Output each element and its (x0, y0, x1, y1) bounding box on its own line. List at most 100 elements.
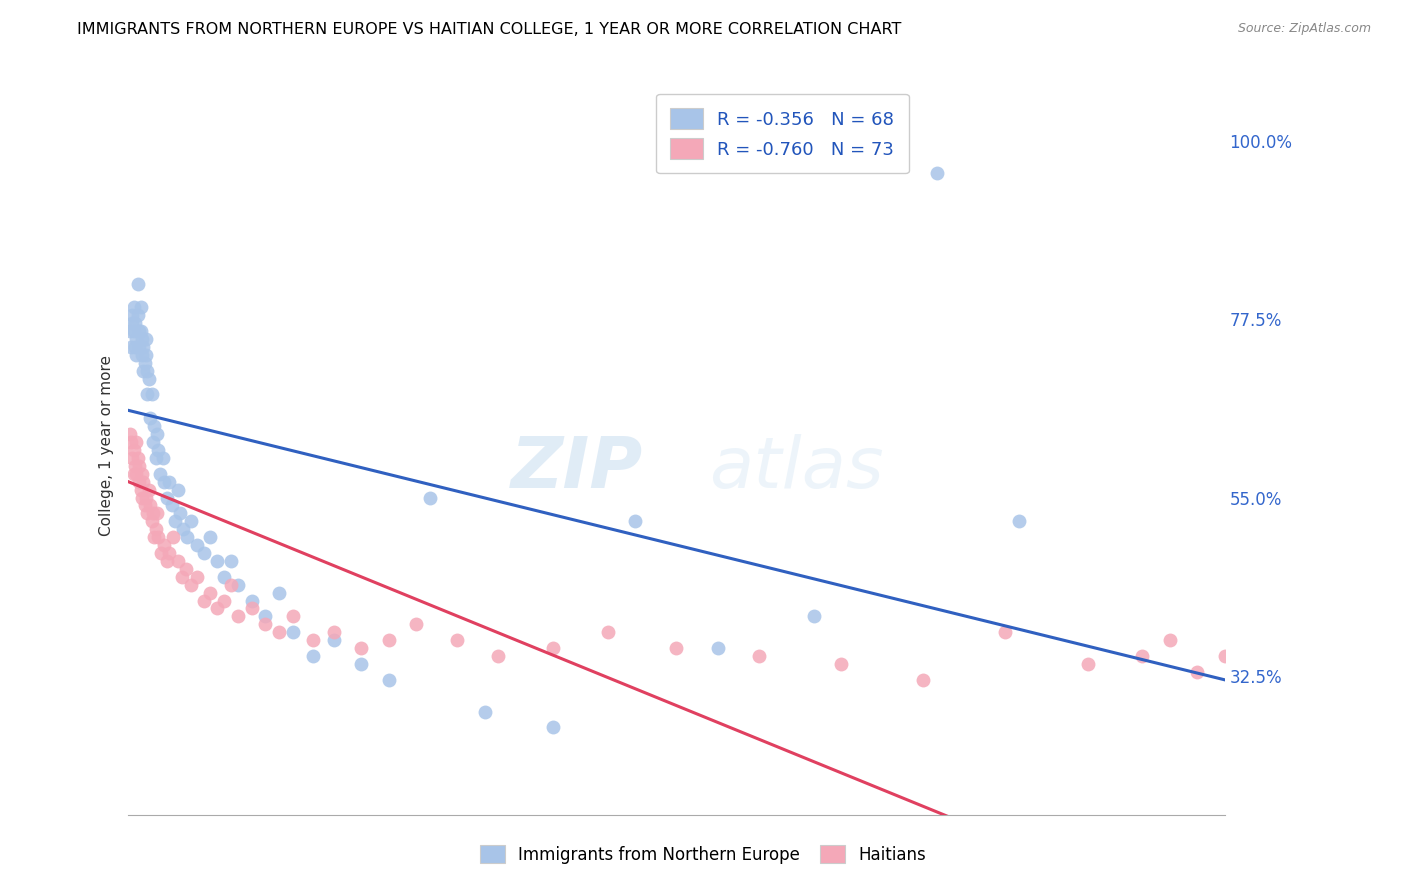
Point (160, 499, 183, 513)
Point (128, 475, 150, 489)
Y-axis label: College, 1 year or more: College, 1 year or more (100, 356, 114, 536)
Point (135, 348, 157, 362)
Point (135, 491, 157, 505)
Point (129, 324, 152, 338)
Point (706, 641, 728, 656)
Point (125, 467, 148, 481)
Point (1213, 648, 1236, 663)
Point (136, 507, 159, 521)
Point (596, 625, 619, 640)
Point (302, 633, 325, 648)
Point (186, 570, 208, 584)
Point (1378, 831, 1400, 846)
Point (156, 491, 179, 505)
Point (157, 475, 180, 489)
Point (136, 387, 159, 401)
Point (122, 301, 145, 315)
Point (121, 316, 143, 330)
Point (127, 308, 149, 322)
Point (624, 514, 647, 528)
Point (148, 442, 170, 457)
Point (148, 530, 170, 544)
Point (121, 308, 143, 322)
Point (193, 593, 215, 607)
Point (121, 450, 143, 465)
Point (1309, 768, 1331, 782)
Point (377, 633, 399, 648)
Point (748, 648, 770, 663)
Point (134, 356, 156, 370)
Point (128, 458, 150, 473)
Point (131, 348, 153, 362)
Point (172, 522, 194, 536)
Point (157, 546, 180, 560)
Point (212, 570, 235, 584)
Point (405, 617, 427, 632)
Point (1323, 807, 1346, 822)
Point (132, 340, 155, 354)
Point (207, 554, 229, 568)
Point (150, 546, 173, 560)
Point (143, 419, 166, 434)
Point (129, 301, 152, 315)
Point (174, 562, 197, 576)
Point (120, 340, 142, 354)
Point (142, 435, 165, 450)
Point (122, 324, 145, 338)
Point (200, 585, 222, 599)
Point (219, 577, 242, 591)
Point (1008, 514, 1031, 528)
Point (141, 387, 163, 401)
Point (135, 332, 157, 346)
Point (176, 530, 198, 544)
Point (146, 507, 169, 521)
Point (153, 475, 176, 489)
Point (541, 720, 564, 734)
Point (118, 427, 141, 442)
Point (134, 499, 156, 513)
Text: ZIP: ZIP (512, 434, 644, 502)
Point (1159, 633, 1181, 648)
Text: atlas: atlas (710, 434, 884, 502)
Point (122, 442, 145, 457)
Point (124, 340, 146, 354)
Point (419, 491, 441, 505)
Point (1132, 648, 1154, 663)
Point (170, 570, 193, 584)
Point (136, 364, 159, 378)
Point (138, 371, 160, 385)
Point (803, 609, 825, 624)
Point (1187, 665, 1209, 679)
Point (131, 491, 153, 505)
Point (226, 609, 249, 624)
Point (145, 522, 167, 536)
Point (169, 507, 191, 521)
Point (267, 585, 290, 599)
Point (1227, 665, 1250, 679)
Point (193, 546, 215, 560)
Point (120, 435, 142, 450)
Point (912, 673, 935, 687)
Point (322, 625, 344, 640)
Text: Source: ZipAtlas.com: Source: ZipAtlas.com (1237, 22, 1371, 36)
Point (830, 657, 852, 671)
Point (350, 657, 373, 671)
Point (212, 593, 235, 607)
Point (302, 648, 325, 663)
Point (446, 633, 468, 648)
Point (138, 483, 160, 497)
Point (281, 625, 304, 640)
Point (186, 538, 208, 552)
Point (152, 450, 174, 465)
Point (377, 673, 399, 687)
Point (124, 316, 146, 330)
Text: IMMIGRANTS FROM NORTHERN EUROPE VS HAITIAN COLLEGE, 1 YEAR OR MORE CORRELATION C: IMMIGRANTS FROM NORTHERN EUROPE VS HAITI… (77, 22, 901, 37)
Legend: R = -0.356   N = 68, R = -0.760   N = 73: R = -0.356 N = 68, R = -0.760 N = 73 (657, 94, 908, 173)
Point (240, 593, 263, 607)
Point (125, 348, 148, 362)
Point (1241, 673, 1264, 687)
Point (254, 617, 277, 632)
Point (142, 507, 165, 521)
Point (145, 450, 167, 465)
Point (1077, 657, 1099, 671)
